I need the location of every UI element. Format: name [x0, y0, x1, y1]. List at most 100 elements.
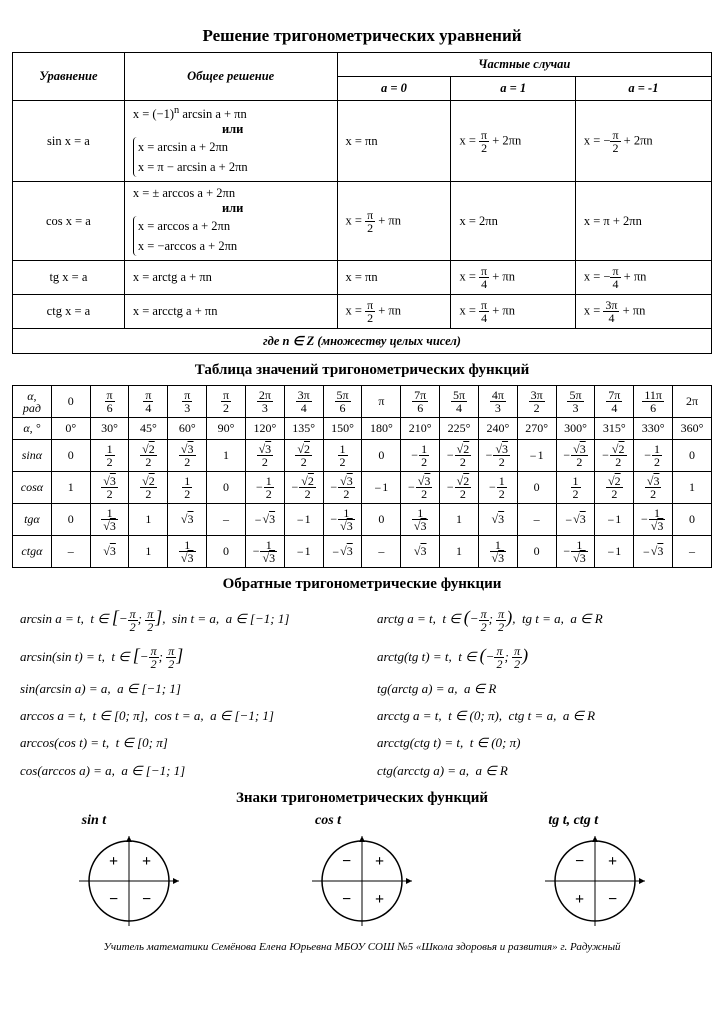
value-cell: −1 [517, 440, 556, 472]
value-cell: 5π4 [440, 386, 479, 418]
col-a0: a = 0 [337, 77, 451, 101]
value-cell: – [207, 504, 246, 536]
svg-text:+: + [608, 853, 617, 870]
value-cell: −√22 [595, 440, 634, 472]
gen-sin: x = (−1)n arcsin a + πn или x = arcsin a… [124, 101, 337, 182]
value-cell: – [51, 536, 90, 568]
svg-text:−: − [342, 891, 351, 908]
ctg-a1: x = π4 + πn [451, 295, 575, 329]
value-cell: 0 [362, 504, 401, 536]
value-cell: 7π4 [595, 386, 634, 418]
inv-line: arcsin a = t, t ∈ [−π2; π2], sin t = a, … [20, 599, 347, 637]
value-cell: −1 [284, 536, 323, 568]
label-ctg: ctgα [13, 536, 52, 568]
value-cell: 300° [556, 418, 595, 440]
label-sin: sinα [13, 440, 52, 472]
value-cell: 1 [129, 504, 168, 536]
value-cell: −√32 [401, 472, 440, 504]
value-cell: 0 [362, 440, 401, 472]
gen-cos: x = ± arccos a + 2πn или x = arccos a + … [124, 182, 337, 261]
inv-line: arccos a = t, t ∈ [0; π], cos t = a, a ∈… [20, 702, 347, 729]
value-cell: 12 [90, 440, 129, 472]
value-cell: √3 [478, 504, 517, 536]
value-cell: 0 [673, 504, 712, 536]
value-cell: 0 [207, 536, 246, 568]
title-inverse: Обратные тригонометрические функции [12, 576, 712, 593]
value-cell: −√32 [556, 440, 595, 472]
value-cell: 180° [362, 418, 401, 440]
table-row: tg x = a x = arctg a + πn x = πn x = π4 … [13, 261, 712, 295]
value-cell: −√3 [245, 504, 284, 536]
cos-a0: x = π2 + πn [337, 182, 451, 261]
signs-section: sin t + + − − cos t − + − + tg t, ctg t [12, 813, 712, 935]
svg-text:−: − [342, 853, 351, 870]
table-row: sin x = a x = (−1)n arcsin a + πn или x … [13, 101, 712, 182]
value-cell: −√3 [323, 536, 362, 568]
eq-cos: cos x = a [13, 182, 125, 261]
unit-circle-icon: − + − + [307, 831, 417, 931]
value-cell: 0 [51, 504, 90, 536]
value-cell: 1 [129, 536, 168, 568]
value-cell: −1√3 [323, 504, 362, 536]
inv-line: ctg(arcctg a) = a, a ∈ R [377, 757, 704, 784]
inv-line: sin(arcsin a) = a, a ∈ [−1; 1] [20, 675, 347, 702]
value-cell: −√32 [323, 472, 362, 504]
value-cell: 1√3 [478, 536, 517, 568]
inv-line: arcctg(ctg t) = t, t ∈ (0; π) [377, 729, 704, 756]
value-cell: 1√3 [168, 536, 207, 568]
value-cell: −1√3 [245, 536, 284, 568]
svg-text:−: − [142, 891, 151, 908]
eq-sin: sin x = a [13, 101, 125, 182]
value-cell: 1 [673, 472, 712, 504]
value-cell: π [362, 386, 401, 418]
col-am1: a = -1 [575, 77, 711, 101]
value-cell: −1 [595, 536, 634, 568]
value-cell: 3π4 [284, 386, 323, 418]
value-cell: 360° [673, 418, 712, 440]
sin-am1: x = −π2 + 2πn [575, 101, 711, 182]
col-equation: Уравнение [13, 53, 125, 101]
label-cos: cosα [13, 472, 52, 504]
inv-line: arcctg a = t, t ∈ (0; π), ctg t = a, a ∈… [377, 702, 704, 729]
value-cell: π3 [168, 386, 207, 418]
values-table: α,рад0π6π4π3π22π33π45π6π7π65π44π33π25π37… [12, 385, 712, 568]
svg-text:−: − [575, 853, 584, 870]
value-cell: √22 [129, 440, 168, 472]
value-cell: 1 [51, 472, 90, 504]
value-cell: 240° [478, 418, 517, 440]
value-cell: −1√3 [634, 504, 673, 536]
eq-tg: tg x = a [13, 261, 125, 295]
credit-line: Учитель математики Семёнова Елена Юрьевн… [12, 941, 712, 953]
value-cell: 3π2 [517, 386, 556, 418]
value-cell: √22 [129, 472, 168, 504]
inv-line: arctg a = t, t ∈ (−π2; π2), tg t = a, a … [377, 599, 704, 637]
value-cell: 1 [207, 440, 246, 472]
svg-text:+: + [109, 853, 118, 870]
cos-a1: x = 2πn [451, 182, 575, 261]
value-cell: 45° [129, 418, 168, 440]
value-cell: 0 [51, 440, 90, 472]
value-cell: 315° [595, 418, 634, 440]
gen-tg: x = arctg a + πn [124, 261, 337, 295]
value-cell: 1 [440, 536, 479, 568]
value-cell: √22 [595, 472, 634, 504]
sign-sin: sin t + + − − [74, 813, 184, 935]
inv-line: arccos(cos t) = t, t ∈ [0; π] [20, 729, 347, 756]
inverse-right-col: arctg a = t, t ∈ (−π2; π2), tg t = a, a … [377, 599, 704, 784]
value-cell: −12 [401, 440, 440, 472]
value-cell: 12 [323, 440, 362, 472]
row-deg: α, °0°30°45°60°90°120°135°150°180°210°22… [13, 418, 712, 440]
value-cell: −1 [284, 504, 323, 536]
sign-label-sin: sin t [82, 813, 184, 829]
value-cell: 330° [634, 418, 673, 440]
col-cases: Частные случаи [337, 53, 712, 77]
inv-line: tg(arctg a) = a, a ∈ R [377, 675, 704, 702]
table-row: ctg x = a x = arcctg a + πn x = π2 + πn … [13, 295, 712, 329]
value-cell: 1√3 [90, 504, 129, 536]
unit-circle-icon: + + − − [74, 831, 184, 931]
value-cell: π4 [129, 386, 168, 418]
value-cell: 150° [323, 418, 362, 440]
value-cell: −√32 [478, 440, 517, 472]
tg-am1: x = −π4 + πn [575, 261, 711, 295]
value-cell: 1 [440, 504, 479, 536]
